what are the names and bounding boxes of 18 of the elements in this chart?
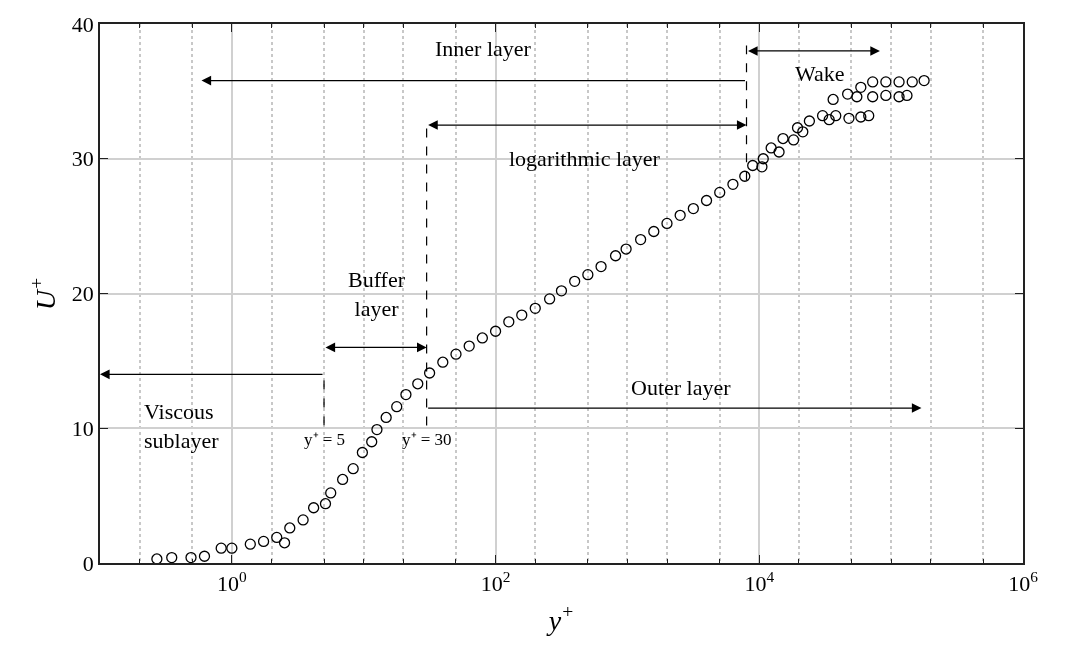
ref-line-label: y⁺ = 5 bbox=[304, 430, 346, 449]
x-tick-label: 10$^{4}$ bbox=[744, 567, 775, 597]
x-tick-label: 10$^{0}$ bbox=[217, 567, 248, 597]
annotation: Buffer layer bbox=[348, 267, 406, 321]
x-tick-label: 10$^{6}$ bbox=[1008, 567, 1039, 597]
x-axis-title: y$^{+}$ bbox=[545, 600, 575, 636]
ref-line-label: y⁺ = 30 bbox=[402, 430, 452, 449]
y-tick-label: 0 bbox=[82, 550, 94, 576]
annotation: Inner layer bbox=[435, 36, 532, 61]
annotation: Outer layer bbox=[631, 375, 732, 400]
x-tick-label: 10$^{2}$ bbox=[480, 567, 511, 597]
annotation: Wake bbox=[795, 61, 845, 86]
annotation: logarithmic layer bbox=[509, 146, 661, 171]
y-tick-label: 10 bbox=[71, 415, 94, 441]
y-tick-label: 30 bbox=[71, 146, 94, 172]
y-tick-label: 40 bbox=[71, 11, 94, 37]
annotation: Viscous sublayer bbox=[144, 399, 220, 453]
y-tick-label: 20 bbox=[71, 281, 94, 307]
